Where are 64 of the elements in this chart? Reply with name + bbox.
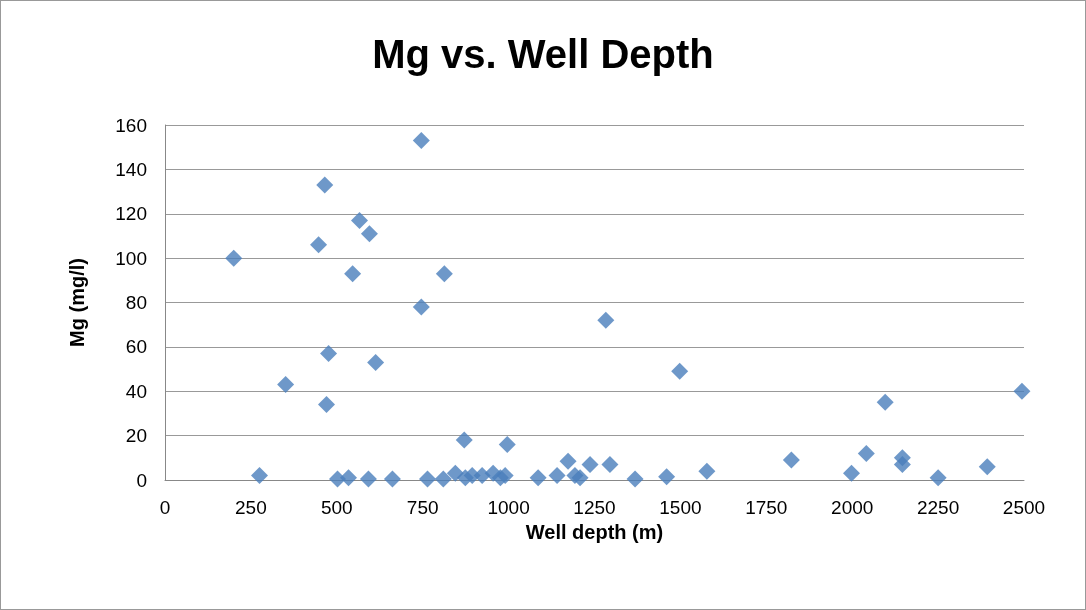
y-tick-label: 120 [115,203,147,225]
point [1013,382,1031,400]
y-tick-label: 60 [125,336,147,358]
point [893,455,911,473]
point [601,455,619,473]
point [435,265,453,283]
point [367,353,385,371]
point [626,470,644,488]
chart-title: Mg vs. Well Depth [372,32,714,76]
point [455,431,473,449]
point [225,249,243,267]
x-tick-label: 1250 [573,497,616,518]
point [320,345,338,363]
point [412,298,430,316]
x-tick-label: 2000 [831,497,874,518]
x-tick-label: 250 [235,497,267,518]
point [559,452,577,470]
y-axis-title: Mg (mg/l) [66,258,88,347]
x-tick-label: 1750 [745,497,788,518]
y-tick-label: 160 [115,114,147,136]
y-tick-label: 80 [125,292,147,313]
point [496,467,514,485]
point [359,470,377,488]
point [782,451,800,469]
x-tick-label: 500 [320,497,353,518]
x-tick-label: 750 [406,497,439,518]
point [529,469,547,487]
point [412,132,430,150]
point [317,396,335,414]
point [344,265,362,283]
point [498,436,516,453]
point [843,464,861,482]
y-tick-label: 40 [125,380,147,402]
point [360,225,378,243]
x-tick-label: 2250 [916,497,960,518]
point [434,470,452,488]
x-tick-label: 0 [159,497,171,518]
point [857,444,875,462]
x-tick-label: 2500 [1002,497,1046,518]
x-axis-title: Well depth (m) [525,520,664,543]
point [250,467,268,485]
point [339,469,357,487]
point [571,469,589,487]
y-tick-label: 140 [115,158,147,180]
point [597,311,615,329]
point [350,211,368,229]
y-tick-label: 100 [115,247,147,269]
point [581,455,599,473]
point [876,393,894,411]
point [419,470,437,488]
y-tick-label: 20 [125,425,147,447]
point [978,458,996,476]
point [671,362,689,380]
point [929,469,947,487]
x-tick-label: 1500 [659,497,702,518]
point [383,470,401,488]
point [316,176,334,194]
x-tick-label: 1000 [487,497,530,518]
point [658,468,676,486]
y-tick-label: 0 [136,469,147,491]
point [277,376,295,394]
point [698,462,716,480]
point [548,467,566,485]
point [310,236,328,254]
